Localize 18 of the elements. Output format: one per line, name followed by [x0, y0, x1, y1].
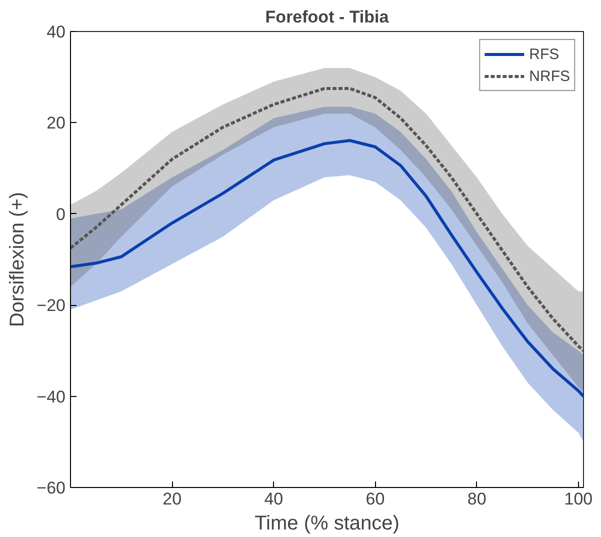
line-series — [70, 138, 584, 398]
x-tick-label: 100 — [564, 490, 593, 508]
y-tick-label: −20 — [36, 296, 66, 316]
x-tick-label: 80 — [467, 490, 486, 508]
line-series — [70, 87, 584, 352]
y-tick-label: 0 — [56, 204, 66, 224]
chart-title: Forefoot - Tibia — [265, 8, 390, 26]
y-tick-label: 40 — [46, 22, 66, 42]
legend-label: NRFS — [529, 68, 570, 84]
y-axis-title: Dorsiflexion (+) — [6, 192, 29, 328]
x-tick-label: 20 — [162, 490, 182, 508]
x-tick-label: 40 — [264, 490, 284, 508]
x-tick-label: 60 — [366, 490, 385, 508]
y-tick-label: −60 — [36, 478, 66, 498]
legend-label: RFS — [529, 46, 560, 62]
y-tick-label: −40 — [36, 387, 66, 406]
x-axis-title: Time (% stance) — [254, 512, 400, 534]
y-tick-label: 20 — [46, 114, 66, 133]
